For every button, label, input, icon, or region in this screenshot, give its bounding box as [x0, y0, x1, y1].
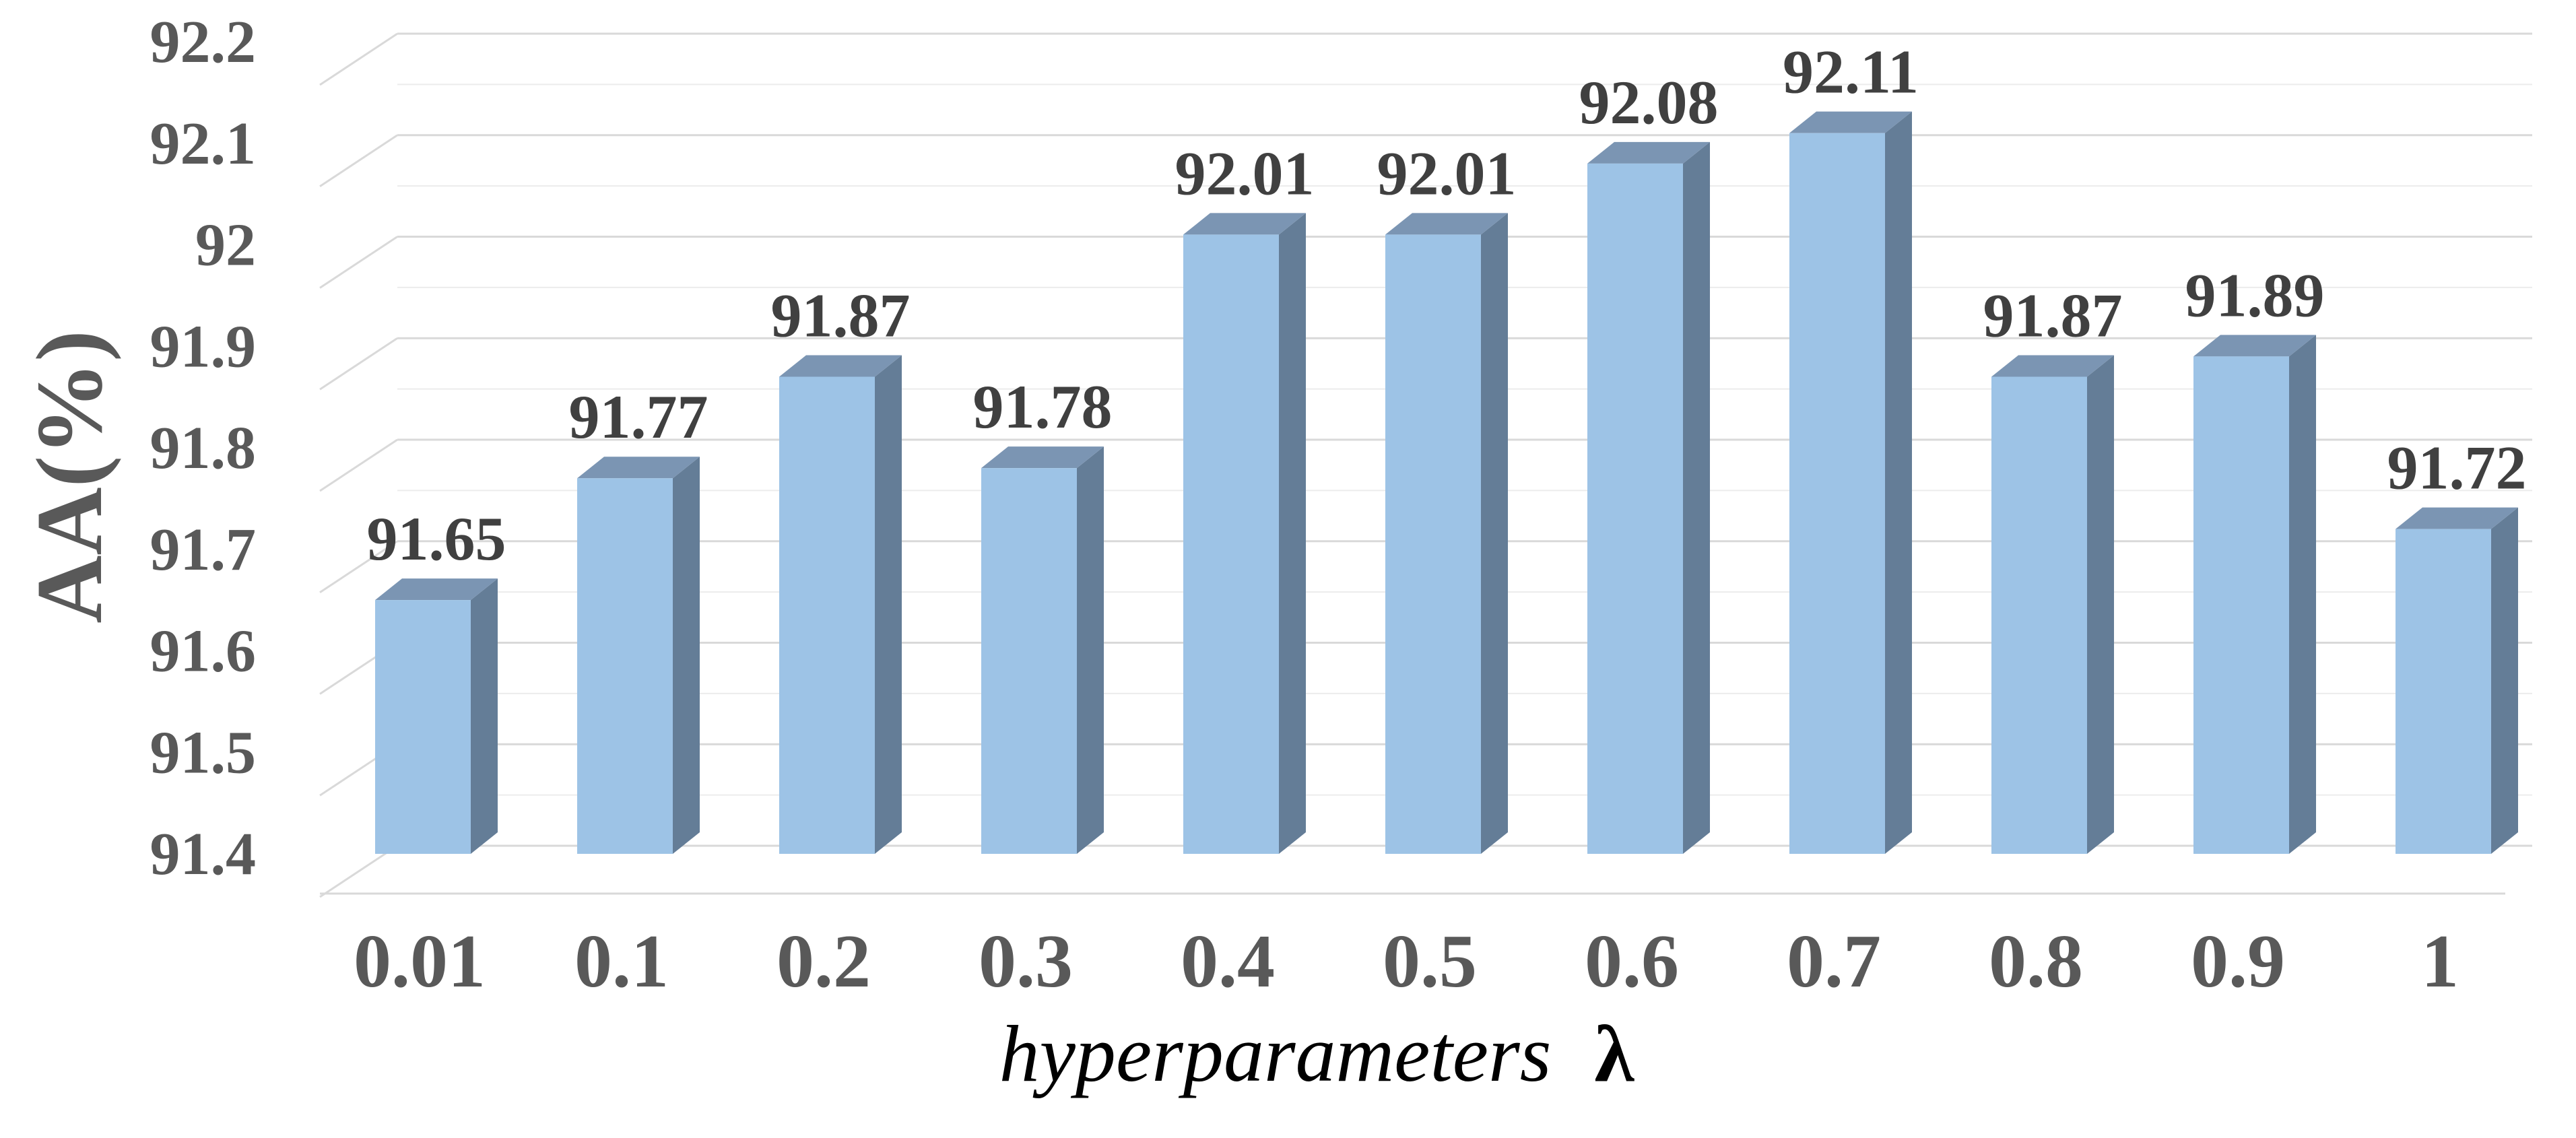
bar-side-face — [875, 355, 902, 854]
x-tick-label: 0.9 — [2191, 920, 2285, 1003]
data-label: 92.01 — [1175, 139, 1315, 207]
y-tick-label: 91.4 — [150, 821, 257, 888]
x-tick-label: 0.6 — [1585, 920, 1679, 1003]
bar-0.3 — [981, 446, 1104, 854]
bar-0.5 — [1385, 213, 1508, 854]
data-label: 91.65 — [367, 504, 506, 573]
bar-front-face — [1789, 133, 1885, 854]
grid-slant — [319, 540, 398, 594]
x-axis-label: hyperparameters λ — [999, 1009, 1635, 1098]
bar-front-face — [1385, 234, 1481, 854]
bar-front-face — [779, 376, 875, 854]
x-tick-label: 0.4 — [1181, 920, 1275, 1003]
bar-front-face — [577, 478, 673, 854]
bar-side-face — [1481, 213, 1508, 854]
bar-side-face — [673, 457, 700, 854]
x-tick-label: 0.01 — [354, 920, 486, 1003]
bar-top-face — [2193, 335, 2316, 357]
x-axis-label-text: hyperparameters — [999, 1009, 1552, 1098]
data-label: 92.11 — [1783, 38, 1919, 106]
bar-0.2 — [779, 355, 902, 854]
bar-side-face — [471, 578, 498, 854]
grid-slant — [319, 337, 398, 391]
grid-slant — [319, 32, 398, 86]
y-tick-label: 92.1 — [150, 110, 257, 177]
x-tick-label: 0.2 — [777, 920, 871, 1003]
bar-0.8 — [1991, 355, 2114, 854]
bar-0.1 — [577, 457, 700, 854]
bar-front-face — [981, 468, 1077, 854]
bar-front-face — [2193, 356, 2289, 854]
y-axis-label: AA(%) — [18, 330, 122, 623]
y-tick-label: 91.5 — [150, 719, 257, 786]
bar-top-face — [981, 446, 1104, 469]
grid-slant — [319, 236, 398, 289]
x-tick-label: 0.8 — [1989, 920, 2083, 1003]
bar-0.6 — [1587, 141, 1710, 854]
bar-0.7 — [1789, 111, 1912, 854]
bar-front-face — [1991, 376, 2087, 854]
data-label: 91.87 — [1983, 281, 2123, 349]
y-tick-label: 92.2 — [150, 9, 257, 75]
x-tick-label: 1 — [2421, 920, 2459, 1003]
grid-slant — [319, 134, 398, 188]
bar-side-face — [2491, 507, 2518, 854]
data-label: 91.78 — [973, 372, 1113, 441]
bar-front-face — [375, 600, 471, 854]
x-tick-label: 0.5 — [1383, 920, 1477, 1003]
grid-slant — [319, 844, 398, 898]
data-label: 91.72 — [2387, 434, 2527, 502]
bar-front-face — [1587, 163, 1683, 854]
y-tick-label: 91.7 — [150, 516, 257, 583]
labels-layer: 91.4 91.5 91.6 91.7 91.8 91.9 92 92.1 92.2 91.65 0… — [150, 9, 2527, 1003]
bar-side-face — [1077, 446, 1104, 854]
bar-0.01 — [375, 578, 498, 854]
bar-top-face — [779, 355, 902, 377]
x-tick-label: 0.1 — [574, 920, 669, 1003]
data-label: 91.87 — [771, 281, 911, 349]
bars-layer — [375, 111, 2518, 854]
y-tick-label: 92 — [195, 212, 256, 279]
y-tick-label: 91.6 — [150, 618, 257, 685]
data-label: 92.01 — [1377, 139, 1517, 207]
bar-top-face — [1385, 213, 1508, 235]
bar-front-face — [1183, 234, 1279, 854]
bar-top-face — [1587, 141, 1710, 164]
bar-0.9 — [2193, 335, 2316, 854]
bar-1 — [2396, 507, 2518, 854]
bar-top-face — [1183, 213, 1306, 235]
bar-side-face — [1683, 141, 1710, 854]
x-tick-label: 0.7 — [1787, 920, 1881, 1003]
bar-side-face — [1279, 213, 1306, 854]
data-label: 91.77 — [569, 382, 708, 451]
bar-top-face — [1991, 355, 2114, 377]
bar-top-face — [375, 578, 498, 601]
x-tick-label: 0.3 — [979, 920, 1073, 1003]
bar-top-face — [577, 457, 700, 479]
bar-side-face — [2087, 355, 2114, 854]
data-label: 92.08 — [1579, 68, 1719, 137]
bar-front-face — [2396, 529, 2491, 854]
data-label: 91.89 — [2185, 261, 2325, 329]
grid-slant — [319, 438, 398, 492]
bar-side-face — [1885, 111, 1912, 854]
y-tick-label: 91.8 — [150, 415, 257, 481]
bar-0.4 — [1183, 213, 1306, 854]
bar-side-face — [2289, 335, 2316, 854]
x-axis-label-symbol: λ — [1594, 1009, 1634, 1098]
bar-top-face — [2396, 507, 2518, 529]
bar-top-face — [1789, 111, 1912, 133]
y-tick-label: 91.9 — [150, 313, 257, 380]
